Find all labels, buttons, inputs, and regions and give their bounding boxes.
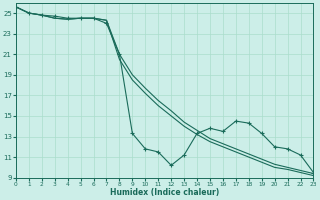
X-axis label: Humidex (Indice chaleur): Humidex (Indice chaleur): [110, 188, 219, 197]
